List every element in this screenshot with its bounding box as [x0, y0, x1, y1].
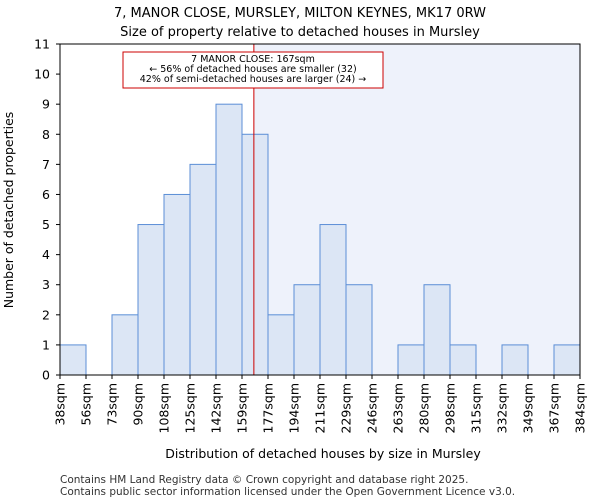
- histogram-bar: [59, 344, 87, 376]
- x-tick-label: 211sqm: [313, 383, 328, 433]
- x-ticks-layer: 38sqm 56sqm 73sqm 90sqm 108sqm 125sqm 142sqm 15…: [53, 375, 588, 433]
- x-tick-label: 246sqm: [365, 383, 380, 433]
- x-tick-label: 229sqm: [339, 383, 354, 433]
- y-tick-label: 3: [42, 277, 50, 292]
- x-tick-label: 90sqm: [131, 383, 146, 426]
- x-tick-label: 194sqm: [287, 383, 302, 433]
- x-tick-label: 56sqm: [79, 383, 94, 426]
- y-tick-label: 5: [42, 217, 50, 232]
- x-tick-label: 349sqm: [521, 383, 536, 433]
- annotation-line-2: ← 56% of detached houses are smaller (32…: [149, 64, 356, 75]
- y-ticks-layer: 0 1 2 3 4 5 6 7 8 9 10 11: [34, 37, 60, 383]
- y-tick-label: 7: [42, 157, 50, 172]
- histogram-bar: [553, 344, 581, 376]
- histogram-bar: [215, 103, 243, 376]
- histogram-bar: [293, 284, 321, 376]
- x-tick-label: 263sqm: [391, 383, 406, 433]
- histogram-bar: [163, 193, 191, 376]
- bars-layer: [59, 103, 581, 376]
- marker-annotation: 7 MANOR CLOSE: 167sqm ← 56% of detached …: [122, 51, 384, 89]
- y-tick-label: 1: [42, 337, 50, 352]
- y-tick-label: 11: [34, 37, 50, 52]
- x-tick-label: 298sqm: [443, 383, 458, 433]
- histogram-bar: [319, 224, 347, 376]
- y-tick-label: 4: [42, 247, 50, 262]
- x-tick-label: 125sqm: [183, 383, 198, 433]
- y-tick-label: 8: [42, 127, 50, 142]
- y-tick-label: 0: [42, 368, 50, 383]
- x-tick-label: 384sqm: [573, 383, 588, 433]
- x-tick-label: 332sqm: [495, 383, 510, 433]
- annotation-box: [122, 51, 384, 89]
- histogram-bar: [345, 284, 373, 376]
- x-axis-label: Distribution of detached houses by size …: [165, 446, 481, 461]
- histogram-bar: [189, 163, 217, 376]
- x-tick-label: 367sqm: [547, 383, 562, 433]
- annotation-line-3: 42% of semi-detached houses are larger (…: [140, 74, 367, 85]
- chart-subtitle: Size of property relative to detached ho…: [120, 25, 480, 40]
- x-tick-label: 108sqm: [157, 383, 172, 433]
- x-tick-label: 280sqm: [417, 383, 432, 433]
- histogram-bar: [111, 314, 139, 376]
- x-tick-label: 315sqm: [469, 383, 484, 433]
- chart-title: 7, MANOR CLOSE, MURSLEY, MILTON KEYNES, …: [114, 6, 486, 21]
- y-tick-label: 6: [42, 187, 50, 202]
- histogram-bar: [137, 224, 165, 376]
- y-tick-label: 2: [42, 307, 50, 322]
- footer-line-1: Contains HM Land Registry data © Crown c…: [60, 474, 468, 486]
- annotation-line-1: 7 MANOR CLOSE: 167sqm: [191, 54, 315, 65]
- footer-line-2: Contains public sector information licen…: [60, 486, 515, 498]
- x-tick-label: 177sqm: [261, 383, 276, 433]
- histogram-bar: [501, 344, 529, 376]
- histogram-bar: [267, 314, 295, 376]
- y-tick-label: 10: [34, 67, 50, 82]
- x-tick-label: 38sqm: [53, 383, 68, 426]
- histogram-bar: [423, 284, 451, 376]
- x-tick-label: 73sqm: [105, 383, 120, 426]
- x-tick-label: 142sqm: [209, 383, 224, 433]
- y-tick-label: 9: [42, 97, 50, 112]
- x-tick-label: 159sqm: [235, 383, 250, 433]
- histogram-bar: [241, 133, 269, 376]
- histogram-bar: [449, 344, 477, 376]
- y-axis-label: Number of detached properties: [1, 112, 16, 309]
- histogram-bar: [397, 344, 425, 376]
